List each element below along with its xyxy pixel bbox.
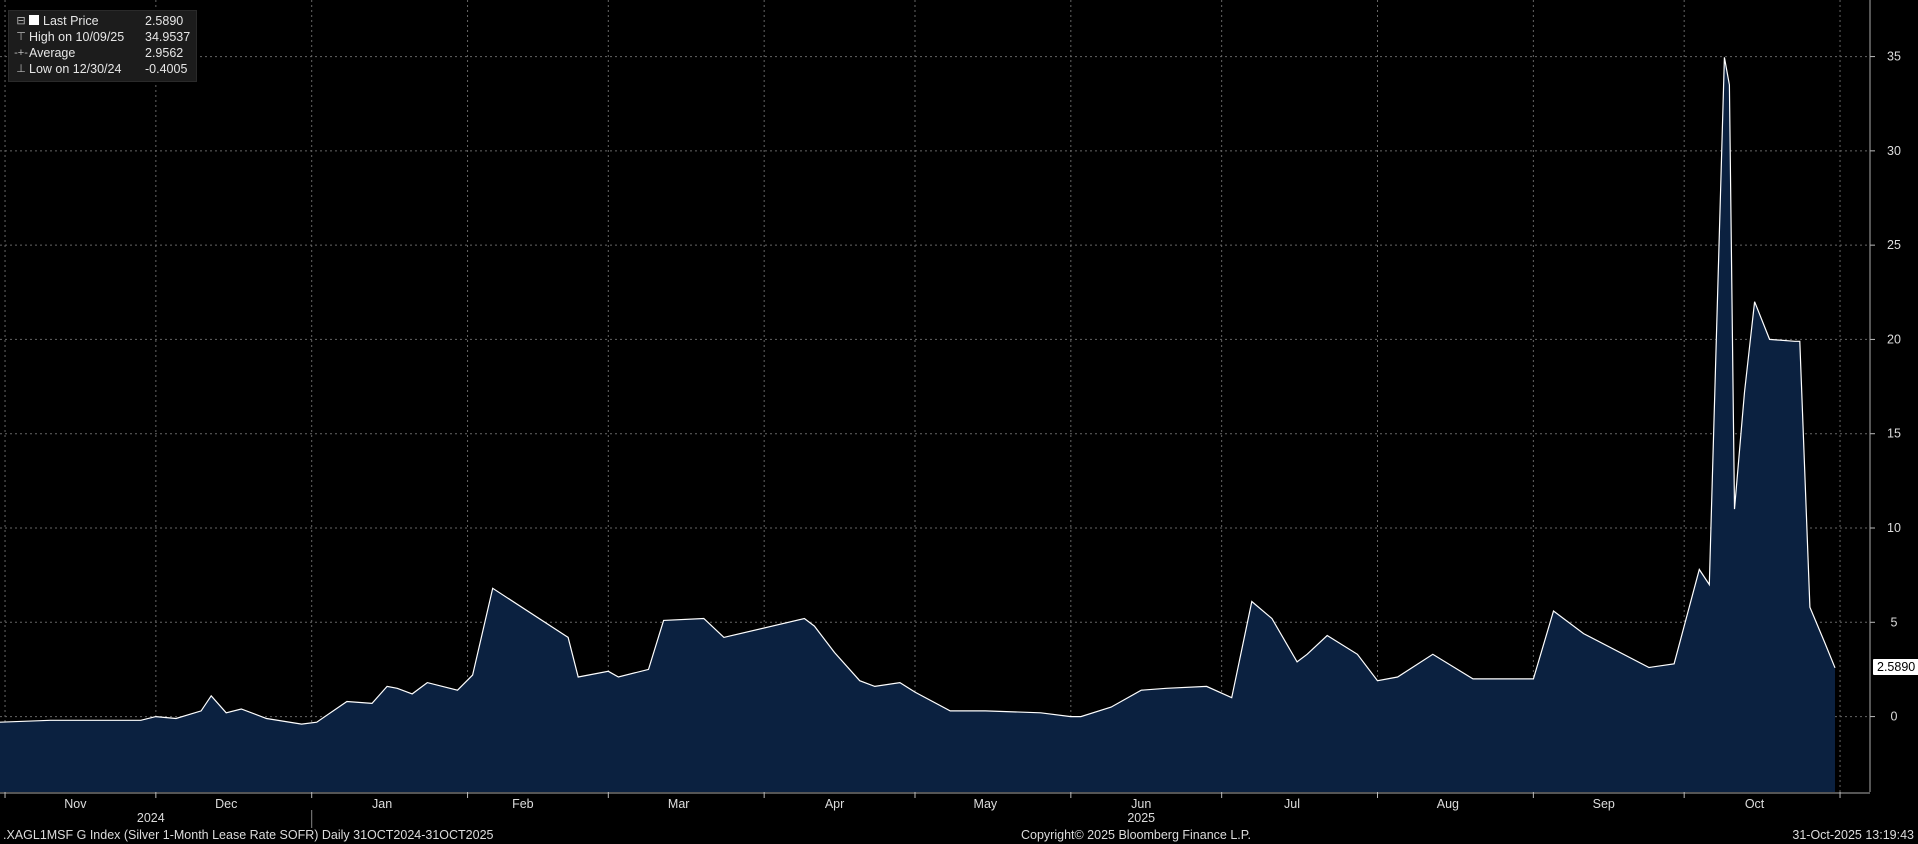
legend-value: 2.9562	[145, 46, 184, 60]
x-tick-label: Jan	[372, 797, 392, 811]
series-line	[0, 57, 1836, 725]
x-tick-label: Nov	[64, 797, 87, 811]
y-axis: 0 5 10 15 20 25 30 35	[1869, 0, 1901, 792]
legend-row-low: ⊥ Low on 12/30/24 -0.4005	[13, 61, 190, 77]
x-tick-label: Sep	[1593, 797, 1615, 811]
legend-row-average: -+- Average 2.9562	[13, 45, 190, 61]
x-tick-label: Oct	[1745, 797, 1765, 811]
series-area	[0, 57, 1835, 792]
y-tick-label: 25	[1887, 238, 1901, 252]
high-marker-icon: ⊤	[16, 31, 26, 43]
average-marker-icon: -+-	[14, 47, 28, 59]
x-year-label: 2024	[137, 811, 165, 825]
y-tick-label: 30	[1887, 144, 1901, 158]
legend-value: -0.4005	[145, 62, 188, 76]
legend-value: 2.5890	[145, 14, 184, 28]
x-year-label: 2025	[1127, 811, 1155, 825]
legend-value: 34.9537	[145, 30, 191, 44]
y-tick-label: 35	[1887, 50, 1901, 64]
y-tick-label: 15	[1887, 427, 1901, 441]
legend-label: High on 10/09/25	[29, 30, 125, 44]
legend-swatch	[29, 15, 39, 25]
y-tick-label: 10	[1887, 521, 1901, 535]
footer-timestamp: 31-Oct-2025 13:19:43	[1792, 828, 1914, 842]
footer-security-info: .XAGL1MSF G Index (Silver 1-Month Lease …	[3, 828, 494, 842]
x-tick-label: Feb	[512, 797, 534, 811]
x-tick-label: Mar	[668, 797, 690, 811]
footer-copyright: Copyright© 2025 Bloomberg Finance L.P.	[1021, 828, 1251, 842]
grid-lines	[0, 0, 1870, 792]
x-tick-label: Jul	[1284, 797, 1300, 811]
x-tick-label: May	[974, 797, 998, 811]
last-value-badge: 2.5890	[1873, 658, 1918, 675]
y-tick-label: 5	[1891, 615, 1898, 629]
x-tick-label: Dec	[215, 797, 237, 811]
legend-row-high: ⊤ High on 10/09/25 34.9537	[13, 29, 190, 45]
legend-row-last-price: ⊟ Last Price 2.5890	[13, 13, 190, 29]
legend-label: Last Price	[43, 14, 99, 28]
legend-label: Low on 12/30/24	[29, 62, 122, 76]
legend-panel: ⊟ Last Price 2.5890 ⊤ High on 10/09/25 3…	[8, 10, 198, 82]
x-tick-label: Aug	[1437, 797, 1459, 811]
y-tick-label: 0	[1891, 710, 1898, 724]
y-tick-label: 20	[1887, 332, 1901, 346]
x-tick-label: Jun	[1131, 797, 1151, 811]
x-axis: Nov Dec Jan Feb Mar Apr May Jun Jul Aug Sep Oct 2024…	[0, 792, 1870, 828]
legend-label: Average	[29, 46, 76, 60]
legend-toggle-icon[interactable]: ⊟	[16, 15, 26, 27]
low-marker-icon: ⊥	[16, 63, 26, 75]
x-tick-label: Apr	[825, 797, 844, 811]
